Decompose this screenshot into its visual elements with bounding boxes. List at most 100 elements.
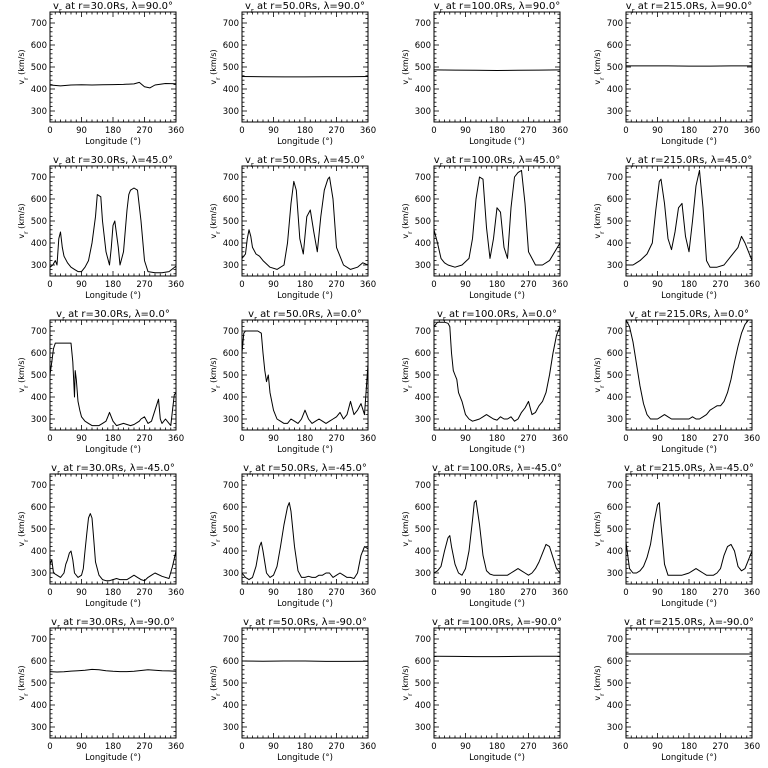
- x-axis-label: Longitude (°): [85, 753, 141, 763]
- y-tick-label: 600: [415, 503, 431, 513]
- y-axis-label: vr (km/s): [17, 511, 30, 546]
- y-tick-label: 600: [607, 503, 623, 513]
- x-tick-label: 180: [489, 126, 505, 136]
- x-tick-label: 270: [520, 126, 536, 136]
- series-line: [49, 668, 177, 673]
- x-tick-label: 180: [489, 280, 505, 290]
- x-axis-label: Longitude (°): [85, 445, 141, 455]
- x-tick-label: 270: [136, 588, 152, 598]
- y-tick-label: 500: [607, 525, 623, 535]
- x-axis-label: Longitude (°): [277, 753, 333, 763]
- panel-r30_0Rs-lat0_0: vr at r=30.0Rs, λ=0.0°0 90 180 270 360300400…: [17, 309, 184, 455]
- x-tick-label: 90: [460, 434, 471, 444]
- x-tick-label: 270: [328, 588, 344, 598]
- y-tick-label: 400: [223, 547, 239, 557]
- x-tick-label: 270: [136, 742, 152, 752]
- y-tick-label: 300: [607, 415, 623, 425]
- x-tick-label: 90: [652, 280, 663, 290]
- x-axis-label: Longitude (°): [85, 137, 141, 147]
- y-axis-label: vr (km/s): [401, 203, 414, 238]
- y-axis-label: vr (km/s): [17, 49, 30, 84]
- x-tick-label: 0: [431, 280, 436, 290]
- x-tick-label: 90: [268, 280, 279, 290]
- y-tick-label: 700: [31, 173, 47, 183]
- y-tick-label: 700: [607, 19, 623, 29]
- panel-r100_0Rs-lat-90_0: vr at r=100.0Rs, λ=-90.0°0 90 180 270 360300…: [401, 617, 568, 763]
- x-tick-label: 180: [105, 434, 121, 444]
- x-tick-label: 360: [168, 434, 184, 444]
- x-axis-label: Longitude (°): [277, 445, 333, 455]
- y-tick-label: 600: [31, 41, 47, 51]
- y-tick-label: 600: [415, 349, 431, 359]
- plot-frame: [433, 473, 561, 585]
- y-axis-label: vr (km/s): [209, 203, 222, 238]
- x-tick-label: 0: [239, 742, 244, 752]
- x-tick-label: 0: [239, 588, 244, 598]
- x-tick-label: 180: [489, 742, 505, 752]
- x-tick-label: 0: [47, 434, 52, 444]
- y-tick-label: 400: [607, 239, 623, 249]
- x-tick-label: 180: [489, 588, 505, 598]
- x-tick-label: 270: [712, 280, 728, 290]
- panel-r30_0Rs-lat90_0: vr at r=30.0Rs, λ=90.0°0 90 180 270 36030040…: [17, 1, 184, 147]
- x-tick-label: 360: [360, 280, 376, 290]
- x-tick-label: 270: [712, 434, 728, 444]
- y-tick-label: 400: [607, 547, 623, 557]
- x-tick-label: 360: [744, 126, 760, 136]
- x-tick-label: 360: [168, 126, 184, 136]
- panel-r100_0Rs-lat-45_0: vr at r=100.0Rs, λ=-45.0°0 90 180 270 360300…: [401, 463, 568, 609]
- x-tick-label: 270: [520, 280, 536, 290]
- x-tick-label: 270: [712, 126, 728, 136]
- y-tick-label: 400: [607, 393, 623, 403]
- plot-frame: [625, 473, 753, 585]
- panel-r30_0Rs-lat-90_0: vr at r=30.0Rs, λ=-90.0°0 90 180 270 3603004…: [17, 617, 184, 763]
- y-tick-label: 400: [415, 701, 431, 711]
- y-tick-label: 700: [31, 635, 47, 645]
- x-tick-label: 0: [431, 434, 436, 444]
- series-line: [49, 187, 177, 274]
- x-tick-label: 0: [623, 588, 628, 598]
- x-axis-label: Longitude (°): [661, 753, 717, 763]
- y-tick-label: 300: [31, 569, 47, 579]
- y-tick-label: 400: [223, 701, 239, 711]
- x-tick-label: 0: [47, 742, 52, 752]
- x-tick-label: 0: [47, 126, 52, 136]
- panel-r30_0Rs-lat45_0: vr at r=30.0Rs, λ=45.0°0 90 180 270 36030040…: [17, 155, 184, 301]
- x-axis-label: Longitude (°): [469, 599, 525, 609]
- plot-frame: [49, 165, 177, 277]
- x-tick-label: 90: [268, 126, 279, 136]
- y-tick-label: 700: [607, 173, 623, 183]
- y-tick-label: 600: [415, 41, 431, 51]
- x-tick-label: 180: [681, 588, 697, 598]
- x-tick-label: 270: [712, 742, 728, 752]
- plot-frame: [625, 627, 753, 739]
- y-tick-label: 500: [223, 371, 239, 381]
- y-axis-label: vr (km/s): [17, 203, 30, 238]
- series-line: [241, 330, 369, 424]
- x-tick-label: 270: [136, 126, 152, 136]
- x-tick-label: 360: [168, 280, 184, 290]
- x-tick-label: 360: [168, 588, 184, 598]
- plot-frame: [433, 627, 561, 739]
- y-tick-label: 500: [223, 679, 239, 689]
- y-tick-label: 300: [223, 261, 239, 271]
- y-tick-label: 700: [31, 481, 47, 491]
- y-tick-label: 300: [415, 107, 431, 117]
- x-tick-label: 90: [76, 280, 87, 290]
- series-line: [433, 169, 561, 268]
- x-tick-label: 0: [623, 126, 628, 136]
- x-tick-label: 180: [297, 742, 313, 752]
- plot-frame: [433, 165, 561, 277]
- x-tick-label: 0: [239, 280, 244, 290]
- x-tick-label: 180: [297, 434, 313, 444]
- x-tick-label: 360: [744, 280, 760, 290]
- y-tick-label: 700: [607, 327, 623, 337]
- x-tick-label: 90: [652, 434, 663, 444]
- y-tick-label: 300: [415, 415, 431, 425]
- y-axis-label: vr (km/s): [401, 49, 414, 84]
- y-tick-label: 400: [31, 393, 47, 403]
- y-tick-label: 400: [31, 701, 47, 711]
- y-tick-label: 400: [415, 547, 431, 557]
- y-axis-label: vr (km/s): [593, 203, 606, 238]
